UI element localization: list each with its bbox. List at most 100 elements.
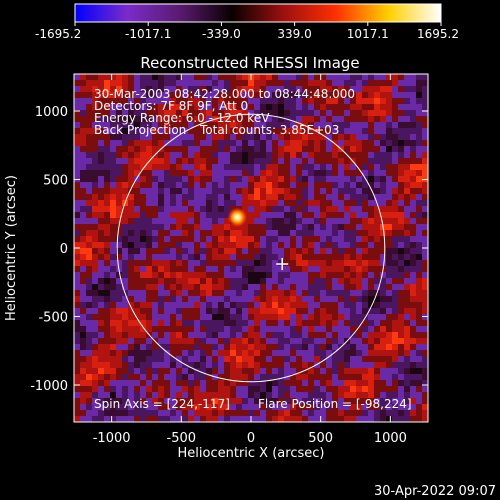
- heatmap-cell: [74, 194, 80, 200]
- heatmap-cell: [368, 212, 374, 218]
- heatmap-cell: [230, 182, 236, 188]
- heatmap-cell: [290, 230, 296, 236]
- heatmap-cell: [152, 182, 158, 188]
- heatmap-cell: [200, 158, 206, 164]
- heatmap-cell: [278, 380, 284, 386]
- heatmap-cell: [404, 338, 410, 344]
- heatmap-cell: [260, 212, 266, 218]
- heatmap-cell: [368, 110, 374, 116]
- heatmap-cell: [272, 182, 278, 188]
- heatmap-cell: [230, 410, 236, 416]
- heatmap-cell: [296, 272, 302, 278]
- heatmap-cell: [98, 158, 104, 164]
- heatmap-cell: [98, 386, 104, 392]
- heatmap-cell: [416, 230, 422, 236]
- heatmap-cell: [212, 284, 218, 290]
- heatmap-cell: [410, 398, 416, 404]
- heatmap-cell: [98, 368, 104, 374]
- heatmap-cell: [128, 290, 134, 296]
- heatmap-cell: [308, 338, 314, 344]
- heatmap-cell: [398, 278, 404, 284]
- heatmap-cell: [320, 260, 326, 266]
- heatmap-cell: [176, 152, 182, 158]
- heatmap-cell: [380, 104, 386, 110]
- heatmap-cell: [254, 410, 260, 416]
- heatmap-cell: [290, 80, 296, 86]
- heatmap-cell: [404, 284, 410, 290]
- heatmap-cell: [110, 164, 116, 170]
- heatmap-cell: [98, 164, 104, 170]
- heatmap-cell: [302, 152, 308, 158]
- heatmap-cell: [272, 248, 278, 254]
- heatmap-cell: [338, 332, 344, 338]
- heatmap-cell: [92, 164, 98, 170]
- heatmap-cell: [110, 74, 116, 80]
- heatmap-cell: [422, 86, 428, 92]
- heatmap-cell: [260, 416, 266, 422]
- heatmap-cell: [116, 260, 122, 266]
- heatmap-cell: [266, 290, 272, 296]
- heatmap-cell: [356, 290, 362, 296]
- heatmap-cell: [410, 110, 416, 116]
- heatmap-cell: [182, 98, 188, 104]
- heatmap-cell: [86, 236, 92, 242]
- heatmap-cell: [422, 308, 428, 314]
- heatmap-cell: [122, 140, 128, 146]
- heatmap-cell: [218, 308, 224, 314]
- heatmap-cell: [278, 170, 284, 176]
- heatmap-cell: [152, 164, 158, 170]
- heatmap-cell: [200, 80, 206, 86]
- heatmap-cell: [248, 338, 254, 344]
- heatmap-cell: [332, 356, 338, 362]
- heatmap-cell: [332, 398, 338, 404]
- heatmap-cell: [110, 416, 116, 422]
- heatmap-cell: [218, 356, 224, 362]
- heatmap-cell: [398, 122, 404, 128]
- heatmap-cell: [296, 362, 302, 368]
- x-tick-label: 1000: [374, 431, 407, 446]
- heatmap-cell: [314, 182, 320, 188]
- heatmap-cell: [164, 164, 170, 170]
- heatmap-cell: [92, 98, 98, 104]
- heatmap-cell: [320, 86, 326, 92]
- heatmap-cell: [146, 206, 152, 212]
- heatmap-cell: [176, 236, 182, 242]
- heatmap-cell: [206, 374, 212, 380]
- heatmap-cell: [374, 176, 380, 182]
- heatmap-cell: [254, 284, 260, 290]
- heatmap-cell: [122, 392, 128, 398]
- heatmap-cell: [86, 140, 92, 146]
- heatmap-cell: [176, 398, 182, 404]
- heatmap-cell: [272, 212, 278, 218]
- heatmap-cell: [80, 290, 86, 296]
- heatmap-cell: [188, 404, 194, 410]
- heatmap-cell: [380, 182, 386, 188]
- heatmap-cell: [290, 176, 296, 182]
- heatmap-cell: [86, 122, 92, 128]
- heatmap-cell: [182, 140, 188, 146]
- heatmap-cell: [410, 182, 416, 188]
- heatmap-cell: [218, 194, 224, 200]
- heatmap-cell: [272, 242, 278, 248]
- heatmap-cell: [212, 254, 218, 260]
- heatmap-cell: [110, 350, 116, 356]
- heatmap-cell: [182, 218, 188, 224]
- heatmap-cell: [320, 344, 326, 350]
- heatmap-cell: [134, 398, 140, 404]
- heatmap-cell: [152, 314, 158, 320]
- heatmap-cell: [380, 350, 386, 356]
- heatmap-cell: [266, 314, 272, 320]
- heatmap-cell: [290, 218, 296, 224]
- heatmap-cell: [374, 122, 380, 128]
- heatmap-cell: [266, 284, 272, 290]
- heatmap-cell: [338, 224, 344, 230]
- heatmap-cell: [218, 92, 224, 98]
- heatmap-cell: [248, 206, 254, 212]
- heatmap-cell: [212, 338, 218, 344]
- heatmap-cell: [206, 80, 212, 86]
- heatmap-cell: [302, 344, 308, 350]
- heatmap-cell: [350, 380, 356, 386]
- heatmap-cell: [200, 140, 206, 146]
- heatmap-cell: [80, 404, 86, 410]
- heatmap-cell: [110, 242, 116, 248]
